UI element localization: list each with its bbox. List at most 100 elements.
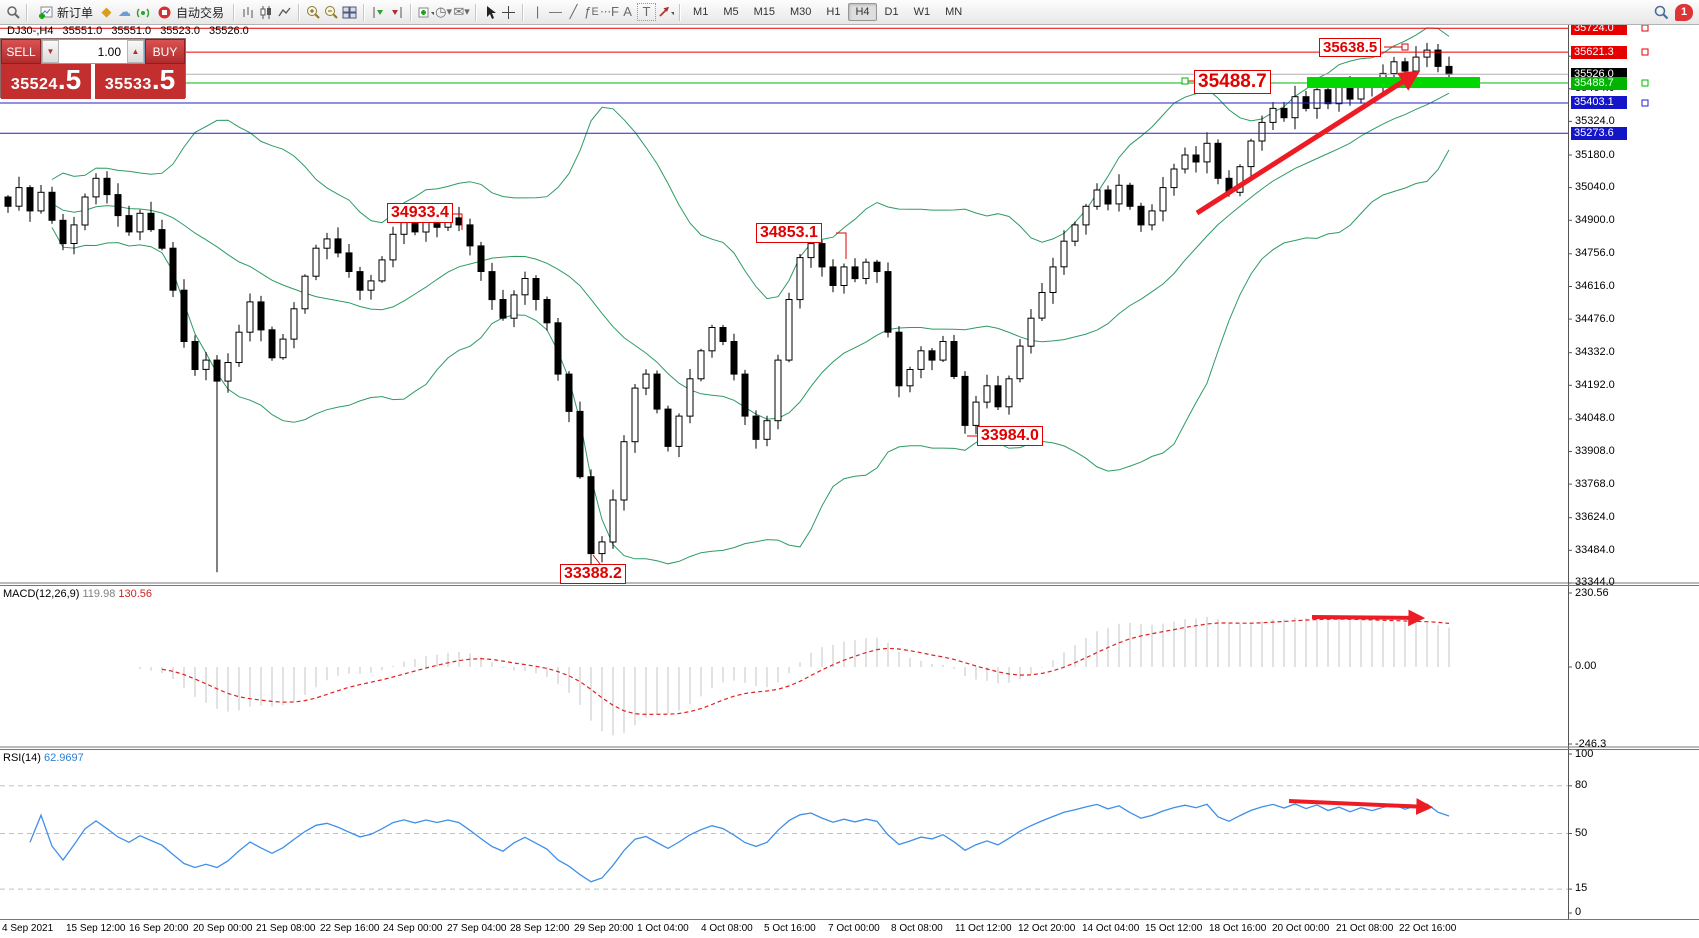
price-callout-34933[interactable]: 34933.4 [387, 203, 453, 224]
price-scale-tick: 34616.0 [1575, 280, 1615, 292]
zoom-in-icon[interactable] [305, 4, 322, 20]
rsi-scale-0: 0 [1575, 906, 1582, 918]
magnifier-edge-icon[interactable] [4, 4, 21, 20]
volume-stepper[interactable]: ▼ 1.00 ▲ [41, 39, 145, 64]
time-axis-label: 20 Oct 00:00 [1272, 923, 1330, 934]
buy-price-button[interactable]: 35533 .5 [95, 64, 185, 99]
time-axis-label: 20 Sep 00:00 [193, 923, 253, 934]
fibonacci-tool-icon[interactable]: ⋯ F [600, 4, 619, 19]
tab-timeframe-h1[interactable]: H1 [826, 6, 841, 18]
price-callout-33388[interactable]: 33388.2 [560, 564, 626, 585]
separator [410, 3, 413, 21]
macd-scale-min: -246.3 [1575, 738, 1607, 750]
price-callout-33984[interactable]: 33984.0 [977, 426, 1043, 447]
text-label-tool-icon[interactable]: T [637, 3, 657, 21]
sell-price-pips: .5 [57, 64, 82, 95]
time-axis-label: 21 Oct 08:00 [1336, 923, 1394, 934]
tab-timeframe-m15[interactable]: M15 [753, 6, 775, 18]
price-callout-35488[interactable]: 35488.7 [1194, 70, 1271, 94]
time-axis-label: 24 Sep 00:00 [383, 923, 443, 934]
trendline-tool-icon[interactable]: ╱ [569, 4, 578, 19]
rsi-name: RSI(14) [3, 752, 41, 764]
new-order-label: 新订单 [57, 5, 94, 20]
price-scale-tick: 33344.0 [1575, 576, 1615, 588]
line-chart-icon[interactable] [276, 4, 293, 20]
one-click-trade-panel: SELL ▼ 1.00 ▲ BUY 35524 .5 35533 .5 [0, 38, 186, 99]
crosshair-icon[interactable] [500, 4, 517, 20]
chart-shift-icon[interactable] [370, 4, 387, 20]
cloud-icon[interactable]: ☁ [118, 4, 132, 19]
search-icon[interactable] [1652, 4, 1669, 20]
volume-value[interactable]: 1.00 [97, 44, 121, 59]
time-axis-label: 7 Oct 00:00 [828, 923, 880, 934]
period-clock-icon[interactable]: ◷ ▾ [435, 4, 452, 19]
price-scale-tick: 35324.0 [1575, 115, 1615, 127]
volume-decrease-button[interactable]: ▼ [42, 40, 59, 63]
separator [475, 3, 478, 21]
time-axis-label: 4 Sep 2021 [2, 923, 54, 934]
price-line-badge: 35724.0 [1571, 22, 1627, 35]
tab-timeframe-m5[interactable]: M5 [723, 6, 739, 18]
price-callout-35638[interactable]: 35638.5 [1319, 38, 1382, 58]
horizontal-line-tool-icon[interactable]: — [549, 4, 563, 19]
candlestick-chart-icon[interactable] [258, 4, 275, 20]
tab-timeframe-mn[interactable]: MN [945, 6, 963, 18]
symbol-ohlc-readout: DJ30-,H4 35551.0 35551.0 35523.0 35526.0 [7, 25, 255, 37]
new-chart-icon[interactable] [417, 4, 435, 20]
sell-button[interactable]: SELL [1, 39, 41, 64]
macd-signal-value: 130.56 [118, 588, 153, 600]
ohlc-open: 35551.0 [62, 25, 103, 37]
cursor-icon[interactable] [482, 4, 499, 20]
signal-icon[interactable] [134, 4, 151, 20]
macd-value: 119.98 [82, 588, 116, 600]
time-axis-label: 4 Oct 08:00 [701, 923, 753, 934]
separator [363, 3, 366, 21]
chart-autoscroll-icon[interactable] [388, 4, 405, 20]
rsi-scale-80: 80 [1575, 779, 1588, 791]
sell-price-button[interactable]: 35524 .5 [1, 64, 91, 99]
price-scale-tick: 33624.0 [1575, 511, 1615, 523]
buy-button[interactable]: BUY [145, 39, 185, 64]
ohlc-low: 35523.0 [160, 25, 200, 37]
rsi-value: 62.9697 [43, 752, 84, 764]
time-axis-label: 27 Sep 04:00 [447, 923, 507, 934]
time-axis-label: 15 Sep 12:00 [66, 923, 126, 934]
price-scale-tick: 34900.0 [1575, 214, 1615, 226]
symbol-period: DJ30-,H4 [7, 25, 54, 37]
new-order-button[interactable]: 新订单 [33, 1, 97, 24]
bar-chart-icon[interactable] [240, 4, 257, 20]
ohlc-high: 35551.0 [111, 25, 152, 37]
tab-timeframe-m1[interactable]: M1 [693, 6, 709, 18]
macd-scale-zero: 0.00 [1575, 660, 1597, 672]
zoom-out-icon[interactable] [323, 4, 340, 20]
price-scale-tick: 34476.0 [1575, 313, 1615, 325]
price-scale-tick: 33908.0 [1575, 445, 1615, 457]
tile-windows-icon[interactable] [341, 4, 358, 20]
tab-timeframe-d1[interactable]: D1 [884, 6, 899, 18]
separator [26, 3, 28, 21]
time-axis-label: 8 Oct 08:00 [891, 923, 943, 934]
arrows-tool-icon[interactable] [657, 4, 675, 20]
price-scale-tick: 33768.0 [1575, 478, 1615, 490]
tab-timeframe-m30[interactable]: M30 [790, 6, 812, 18]
mail-icon[interactable]: ✉ ▾ [453, 4, 470, 19]
styles-icon[interactable]: ◆ [101, 4, 112, 19]
text-tool-icon[interactable]: A [623, 4, 632, 19]
volume-increase-button[interactable]: ▲ [127, 40, 144, 63]
time-axis-label: 18 Oct 16:00 [1209, 923, 1267, 934]
price-scale-tick: 35180.0 [1575, 149, 1615, 161]
ohlc-close: 35526.0 [209, 25, 249, 37]
tab-timeframe-w1[interactable]: W1 [913, 6, 931, 18]
separator [522, 3, 525, 21]
vertical-line-tool-icon[interactable]: | [535, 4, 540, 19]
separator [679, 3, 682, 21]
notification-badge[interactable]: 1 [1675, 3, 1693, 21]
tab-timeframe-h4[interactable]: H4 [848, 3, 877, 21]
price-callout-34853[interactable]: 34853.1 [756, 223, 822, 244]
autotrade-button[interactable]: 自动交易 [152, 1, 228, 24]
time-axis-label: 5 Oct 16:00 [764, 923, 816, 934]
price-line-badge: 35273.6 [1571, 127, 1627, 140]
